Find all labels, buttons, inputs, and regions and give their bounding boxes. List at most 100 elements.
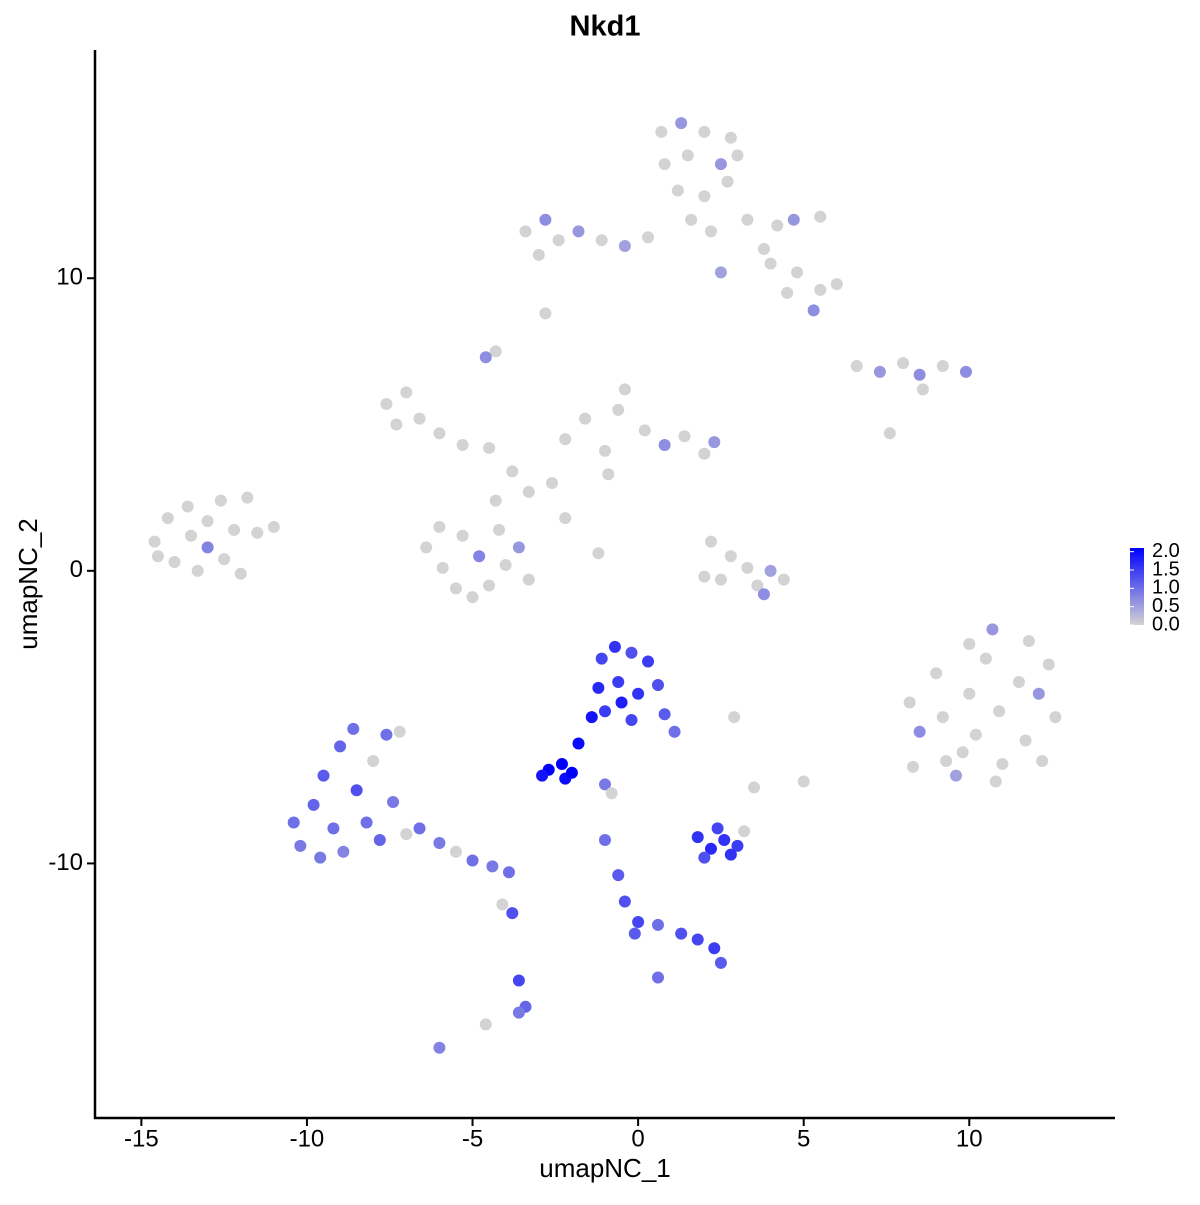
cell-point (930, 667, 943, 680)
cell-point (367, 755, 380, 768)
y-tick-label: -10 (48, 849, 83, 876)
cell-point (698, 447, 711, 460)
cell-point (522, 573, 535, 586)
cell-point (618, 895, 631, 908)
cell-point (317, 769, 330, 782)
cell-point (883, 427, 896, 440)
cell-point (473, 550, 486, 563)
cell-point (287, 816, 300, 829)
cell-point (201, 515, 214, 528)
cell-point (327, 822, 340, 835)
cell-point (267, 520, 280, 533)
cell-point (642, 655, 655, 668)
cell-point (721, 175, 734, 188)
cell-point (632, 687, 645, 700)
cell-point (741, 213, 754, 226)
cell-point (996, 757, 1009, 770)
cell-point (711, 822, 724, 835)
cell-point (519, 225, 532, 238)
cell-point (201, 541, 214, 554)
x-tick-label: -5 (462, 1125, 483, 1152)
cell-point (433, 427, 446, 440)
cell-point (436, 561, 449, 574)
cell-point (830, 278, 843, 291)
cell-point (602, 468, 615, 481)
cell-point (572, 737, 585, 750)
cell-point (651, 678, 664, 691)
cell-point (241, 491, 254, 504)
cell-point (714, 266, 727, 279)
cell-point (334, 740, 347, 753)
cell-point (294, 839, 307, 852)
cell-point (698, 570, 711, 583)
cell-point (731, 839, 744, 852)
cell-point (512, 1006, 525, 1019)
cell-point (989, 775, 1002, 788)
cell-point (585, 711, 598, 724)
cell-point (708, 436, 721, 449)
cell-point (483, 441, 496, 454)
cell-point (555, 757, 568, 770)
cell-point (757, 588, 770, 601)
cell-point (873, 365, 886, 378)
cell-point (433, 1041, 446, 1054)
cell-point (714, 158, 727, 171)
cell-point (420, 541, 433, 554)
cell-point (691, 933, 704, 946)
cell-point (181, 500, 194, 513)
cell-point (618, 383, 631, 396)
cell-point (251, 526, 264, 539)
colorbar-tick-label: 0.5 (1152, 595, 1180, 617)
cell-point (668, 725, 681, 738)
cell-point (512, 541, 525, 554)
cell-point (685, 213, 698, 226)
cell-point (599, 778, 611, 791)
cell-point (565, 766, 578, 779)
cell-point (493, 523, 506, 536)
cell-point (940, 755, 953, 768)
cell-point (625, 646, 638, 659)
cell-point (466, 854, 479, 867)
cell-point (595, 652, 608, 665)
colorbar (1130, 548, 1144, 625)
cell-point (986, 623, 999, 636)
cell-point (993, 705, 1006, 718)
cell-point (678, 430, 691, 443)
cell-point (651, 918, 664, 931)
cell-point (658, 439, 671, 452)
cell-point (148, 535, 161, 548)
cell-point (506, 465, 519, 478)
cell-point (807, 304, 820, 317)
cell-point (546, 477, 559, 490)
cell-point (741, 561, 754, 574)
cell-point (151, 550, 164, 563)
cell-point (608, 640, 621, 653)
cell-point (1049, 711, 1062, 724)
cell-point (539, 213, 552, 226)
cell-point (512, 974, 525, 987)
cell-point (655, 125, 668, 138)
cell-point (486, 860, 499, 873)
cell-point (360, 816, 373, 829)
chart-title: Nkd1 (570, 11, 641, 43)
cell-point (718, 834, 731, 847)
cell-point (936, 711, 949, 724)
cell-point (599, 834, 611, 847)
cell-point (218, 553, 231, 566)
cell-point (522, 485, 535, 498)
x-tick-label: -10 (290, 1125, 325, 1152)
cell-point (489, 345, 502, 358)
cell-point (731, 149, 744, 162)
cell-point (897, 357, 910, 370)
cell-point (658, 158, 671, 171)
cell-point (390, 418, 403, 431)
cell-point (757, 242, 770, 255)
cell-point (449, 845, 462, 858)
cell-point (456, 439, 469, 452)
cell-point (572, 225, 585, 238)
cell-point (1022, 635, 1035, 648)
cell-point (214, 494, 227, 507)
cell-point (400, 828, 413, 841)
cell-point (595, 234, 608, 247)
